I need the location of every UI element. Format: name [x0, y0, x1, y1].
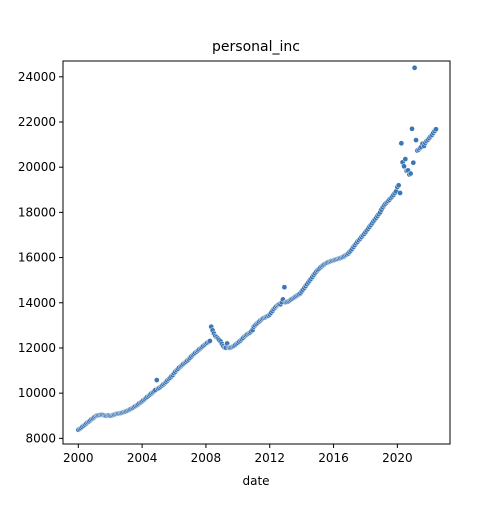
x-axis-title: date	[242, 474, 269, 488]
y-tick-label: 24000	[18, 70, 56, 84]
y-tick-label: 14000	[18, 296, 56, 310]
x-tick-label: 2020	[382, 451, 413, 465]
y-tick-label: 22000	[18, 115, 56, 129]
x-ticks-layer: 2000 2004 2008 2012 2016 2020	[63, 444, 413, 465]
data-point	[410, 159, 417, 166]
x-tick-label: 2012	[254, 451, 285, 465]
y-ticks-layer: 8000 10000 12000 14000 16000 18000 20000 22000 2…	[18, 70, 63, 445]
data-point	[401, 163, 407, 170]
x-tick-label: 2000	[63, 451, 94, 465]
chart-title: personal_inc	[212, 39, 300, 55]
points-layer	[75, 64, 439, 433]
data-point	[402, 156, 409, 162]
data-point	[153, 377, 160, 383]
data-point	[433, 126, 439, 133]
data-point	[397, 190, 403, 196]
x-tick-label: 2008	[191, 451, 222, 465]
plot-frame	[62, 60, 451, 445]
data-point	[207, 338, 213, 344]
data-point	[413, 137, 419, 143]
y-tick-label: 20000	[18, 160, 56, 174]
x-tick-label: 2004	[127, 451, 158, 465]
data-point	[407, 170, 414, 177]
y-tick-label: 18000	[18, 205, 56, 219]
y-tick-label: 10000	[18, 386, 56, 400]
y-tick-label: 8000	[25, 431, 56, 445]
data-point	[395, 182, 402, 189]
data-point	[398, 140, 405, 147]
data-point	[411, 64, 418, 71]
x-tick-label: 2016	[318, 451, 349, 465]
y-tick-label: 12000	[18, 341, 56, 355]
y-tick-label: 16000	[18, 251, 56, 265]
data-point	[409, 125, 415, 132]
data-point	[281, 284, 288, 291]
